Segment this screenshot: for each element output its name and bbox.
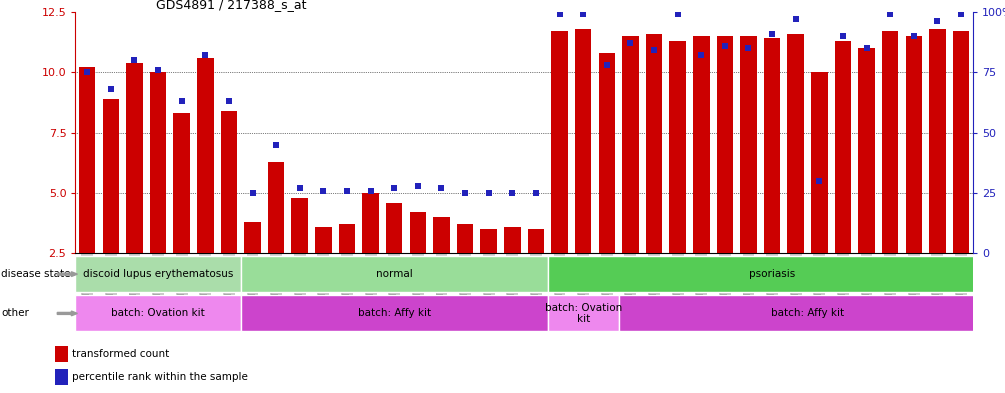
Bar — [75, 296, 240, 331]
Bar — [55, 346, 68, 362]
Bar — [197, 58, 213, 253]
Bar — [55, 369, 68, 385]
Point — [882, 11, 898, 17]
Text: batch: Affy kit: batch: Affy kit — [771, 309, 844, 318]
Point — [599, 62, 615, 68]
Bar — [103, 99, 119, 253]
Point — [339, 187, 355, 194]
Point — [197, 52, 213, 59]
Bar — [717, 36, 733, 253]
Point — [528, 190, 544, 196]
Point — [741, 45, 757, 51]
Point — [457, 190, 473, 196]
Point — [291, 185, 308, 191]
Bar — [788, 33, 804, 253]
Point — [552, 11, 568, 17]
Bar — [548, 256, 996, 292]
Bar — [693, 36, 710, 253]
Point — [268, 141, 284, 148]
Bar — [953, 31, 969, 253]
Point — [150, 67, 166, 73]
Point — [174, 98, 190, 105]
Bar — [858, 48, 874, 253]
Point — [930, 18, 946, 25]
Point — [221, 98, 237, 105]
Bar — [618, 296, 996, 331]
Point — [764, 30, 780, 37]
Text: batch: Ovation kit: batch: Ovation kit — [112, 309, 205, 318]
Bar — [291, 198, 308, 253]
Bar — [906, 36, 922, 253]
Bar — [599, 53, 615, 253]
Text: normal: normal — [376, 269, 413, 279]
Bar — [764, 39, 780, 253]
Bar — [930, 29, 946, 253]
Point — [953, 11, 969, 17]
Bar — [741, 36, 757, 253]
Bar — [240, 296, 548, 331]
Point — [669, 11, 685, 17]
Point — [79, 69, 95, 75]
Text: percentile rank within the sample: percentile rank within the sample — [72, 372, 248, 382]
Bar — [552, 31, 568, 253]
Bar — [505, 227, 521, 253]
Text: discoid lupus erythematosus: discoid lupus erythematosus — [82, 269, 233, 279]
Bar — [480, 230, 496, 253]
Text: psoriasis: psoriasis — [749, 269, 795, 279]
Point — [811, 178, 827, 184]
Point — [316, 187, 332, 194]
Bar — [268, 162, 284, 253]
Point — [646, 47, 662, 53]
Point — [386, 185, 402, 191]
Bar — [646, 33, 662, 253]
Bar — [174, 113, 190, 253]
Text: transformed count: transformed count — [72, 349, 170, 359]
Bar — [75, 256, 240, 292]
Bar — [386, 203, 402, 253]
Point — [103, 86, 119, 92]
Bar — [150, 72, 166, 253]
Bar — [410, 212, 426, 253]
Point — [835, 33, 851, 39]
Bar — [244, 222, 260, 253]
Point — [906, 33, 922, 39]
Bar — [457, 224, 473, 253]
Text: GDS4891 / 217388_s_at: GDS4891 / 217388_s_at — [156, 0, 307, 11]
Text: batch: Ovation
kit: batch: Ovation kit — [545, 303, 622, 324]
Text: disease state: disease state — [1, 269, 70, 279]
Bar — [548, 296, 618, 331]
Point — [410, 183, 426, 189]
Point — [717, 42, 733, 49]
Bar — [240, 256, 548, 292]
Bar — [221, 111, 237, 253]
Bar — [622, 36, 638, 253]
Bar — [528, 230, 544, 253]
Point — [363, 187, 379, 194]
Bar — [363, 193, 379, 253]
Bar — [811, 72, 827, 253]
Bar — [882, 31, 898, 253]
Point — [127, 57, 143, 63]
Point — [788, 16, 804, 22]
Bar — [669, 41, 685, 253]
Bar — [127, 62, 143, 253]
Bar — [835, 41, 851, 253]
Text: other: other — [1, 309, 29, 318]
Point — [480, 190, 496, 196]
Bar — [433, 217, 449, 253]
Bar — [316, 227, 332, 253]
Text: batch: Affy kit: batch: Affy kit — [358, 309, 431, 318]
Bar — [339, 224, 355, 253]
Point — [693, 52, 710, 59]
Bar — [79, 67, 95, 253]
Point — [244, 190, 260, 196]
Point — [575, 11, 591, 17]
Point — [858, 45, 874, 51]
Point — [622, 40, 638, 46]
Bar — [575, 29, 591, 253]
Point — [433, 185, 449, 191]
Point — [505, 190, 521, 196]
